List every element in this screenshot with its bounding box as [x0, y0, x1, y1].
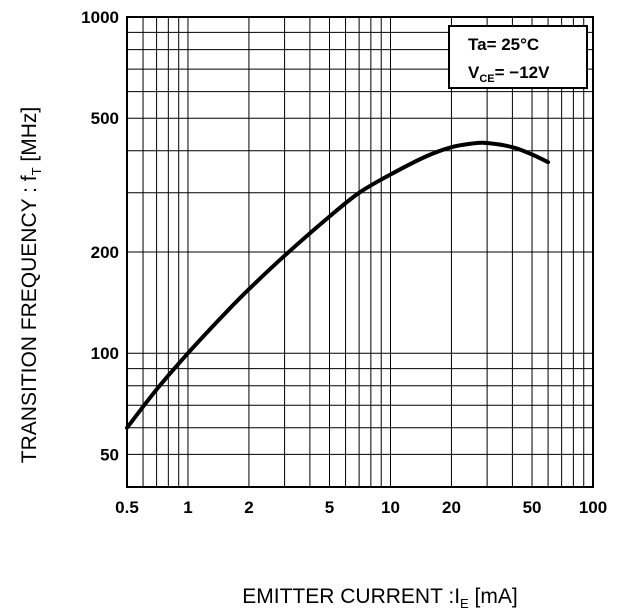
series-layer — [125, 140, 551, 430]
series-line — [125, 140, 551, 430]
x-tick-label: 0.5 — [115, 498, 139, 517]
x-tick-label: 2 — [244, 498, 253, 517]
plot-frame — [126, 16, 594, 488]
legend-voltage-sub: CE — [479, 73, 494, 85]
x-tick-label: 50 — [523, 498, 542, 517]
x-axis-title-sub: E — [460, 596, 469, 611]
y-axis-title-unit: [MHz] — [18, 107, 41, 168]
y-axis-title-main: TRANSITION FREQUENCY : f — [18, 175, 41, 463]
y-tick-label: 50 — [100, 445, 119, 464]
x-axis-title: EMITTER CURRENT :IE [mA] — [242, 585, 517, 611]
legend-voltage-rest: = −12V — [495, 63, 550, 82]
x-axis-title-unit: [mA] — [469, 585, 518, 608]
y-axis-title-sub: T — [29, 167, 44, 175]
x-tick-label: 100 — [579, 498, 607, 517]
legend-box: Ta= 25°C VCE= −12V — [448, 25, 588, 89]
tick-labels: 0.5 1 2 5 10 20 50 100 50 100 200 500 1000 — [81, 8, 607, 517]
y-tick-label: 500 — [91, 109, 119, 128]
y-axis-title: TRANSITION FREQUENCY : fT [MHz] — [18, 107, 44, 463]
y-tick-label: 100 — [91, 344, 119, 363]
legend-voltage-main: V — [468, 63, 480, 82]
y-tick-label: 200 — [91, 243, 119, 262]
x-tick-label: 10 — [381, 498, 400, 517]
x-tick-label: 1 — [183, 498, 192, 517]
y-tick-label: 1000 — [81, 8, 119, 27]
legend-voltage: VCE= −12V — [468, 63, 550, 85]
x-axis-title-main: EMITTER CURRENT :I — [242, 585, 460, 608]
legend-temperature: Ta= 25°C — [468, 35, 539, 54]
x-tick-label: 20 — [442, 498, 461, 517]
x-tick-label: 5 — [325, 498, 334, 517]
